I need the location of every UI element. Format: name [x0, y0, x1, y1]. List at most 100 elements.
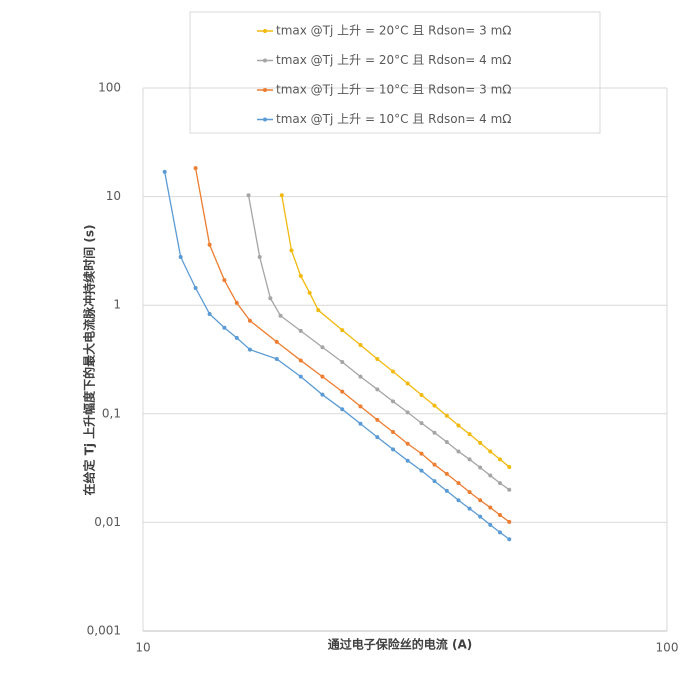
y-tick-label: 100	[98, 81, 121, 95]
data-point	[375, 387, 380, 392]
data-point	[320, 392, 325, 397]
data-point	[307, 290, 312, 295]
data-point	[467, 490, 472, 495]
data-point	[340, 359, 345, 364]
data-point	[358, 374, 363, 379]
data-point	[207, 311, 212, 316]
data-point	[278, 313, 283, 318]
x-axis-title: 通过电子保险丝的电流 (A)	[328, 637, 472, 652]
data-point	[444, 439, 449, 444]
data-point	[456, 449, 461, 454]
data-point	[432, 430, 437, 435]
data-point	[274, 339, 279, 344]
data-point	[405, 458, 410, 463]
data-point	[405, 381, 410, 386]
data-point	[497, 457, 502, 462]
data-point	[391, 369, 396, 374]
data-point	[340, 407, 345, 412]
data-point	[432, 479, 437, 484]
legend-box	[189, 11, 601, 134]
data-point	[162, 169, 167, 174]
series-line	[247, 195, 510, 491]
data-point	[358, 421, 363, 426]
data-point	[488, 505, 493, 510]
y-tick-label: 10	[106, 189, 121, 203]
data-point	[405, 441, 410, 446]
data-point	[340, 328, 345, 333]
data-point	[444, 488, 449, 493]
data-point	[320, 345, 325, 350]
data-point	[222, 278, 227, 283]
y-tick-label: 0,1	[102, 406, 121, 420]
legend-marker	[263, 117, 267, 122]
data-point	[478, 465, 483, 470]
data-point	[358, 343, 363, 348]
data-point	[247, 318, 252, 323]
legend-label: tmax @Tj 上升 = 20°C 且 Rdson= 3 mΩ	[276, 24, 511, 38]
data-point	[222, 325, 227, 330]
data-point	[298, 358, 303, 363]
data-point	[178, 254, 183, 259]
data-point	[444, 471, 449, 476]
data-point	[298, 328, 303, 333]
legend-label: tmax @Tj 上升 = 20°C 且 Rdson= 4 mΩ	[276, 53, 511, 67]
data-point	[391, 429, 396, 434]
legend-marker	[263, 88, 267, 92]
data-point	[375, 417, 380, 422]
data-point	[193, 286, 198, 291]
data-point	[391, 447, 396, 452]
data-point	[507, 487, 512, 492]
y-tick-label: 1	[113, 298, 121, 312]
data-point	[488, 449, 493, 454]
x-tick-label: 100	[656, 641, 679, 655]
data-point	[419, 468, 424, 473]
data-point	[432, 403, 437, 408]
data-point	[274, 356, 279, 361]
data-point	[488, 522, 493, 527]
data-point	[234, 300, 239, 305]
data-point	[478, 514, 483, 519]
data-point	[497, 512, 502, 517]
legend-label: tmax @Tj 上升 = 10°C 且 Rdson= 4 mΩ	[276, 112, 511, 126]
x-tick-label: 10	[135, 641, 150, 655]
data-point	[207, 242, 212, 247]
data-point	[497, 530, 502, 535]
y-axis-title: 在给定 Tj 上升幅度下的最大电流脉冲持续时间 (s)	[82, 225, 97, 496]
data-point	[268, 296, 273, 301]
data-point	[456, 423, 461, 428]
data-point	[246, 193, 251, 198]
data-point	[405, 410, 410, 415]
data-point	[375, 356, 380, 361]
legend-marker	[263, 58, 267, 63]
data-point	[234, 335, 239, 340]
data-point	[432, 462, 437, 467]
data-point	[507, 464, 512, 469]
data-point	[467, 432, 472, 437]
data-point	[391, 399, 396, 404]
data-point	[193, 166, 198, 171]
data-point	[316, 308, 321, 313]
data-point	[289, 248, 294, 253]
data-point	[444, 413, 449, 418]
series-line	[164, 171, 510, 540]
data-point	[507, 537, 512, 542]
data-point	[456, 481, 461, 486]
data-point	[456, 498, 461, 503]
data-point	[358, 404, 363, 409]
data-point	[419, 451, 424, 456]
data-point	[478, 440, 483, 445]
legend-label: tmax @Tj 上升 = 10°C 且 Rdson= 3 mΩ	[276, 83, 511, 97]
data-point	[467, 506, 472, 511]
data-point	[279, 193, 284, 198]
data-point	[320, 374, 325, 379]
data-point	[419, 421, 424, 426]
data-point	[340, 389, 345, 394]
data-point	[467, 457, 472, 462]
y-tick-label: 0,001	[87, 624, 121, 638]
legend-marker	[263, 29, 267, 33]
data-point	[497, 481, 502, 486]
y-tick-label: 0,01	[94, 515, 121, 529]
series-line	[281, 195, 510, 468]
data-point	[257, 254, 262, 259]
